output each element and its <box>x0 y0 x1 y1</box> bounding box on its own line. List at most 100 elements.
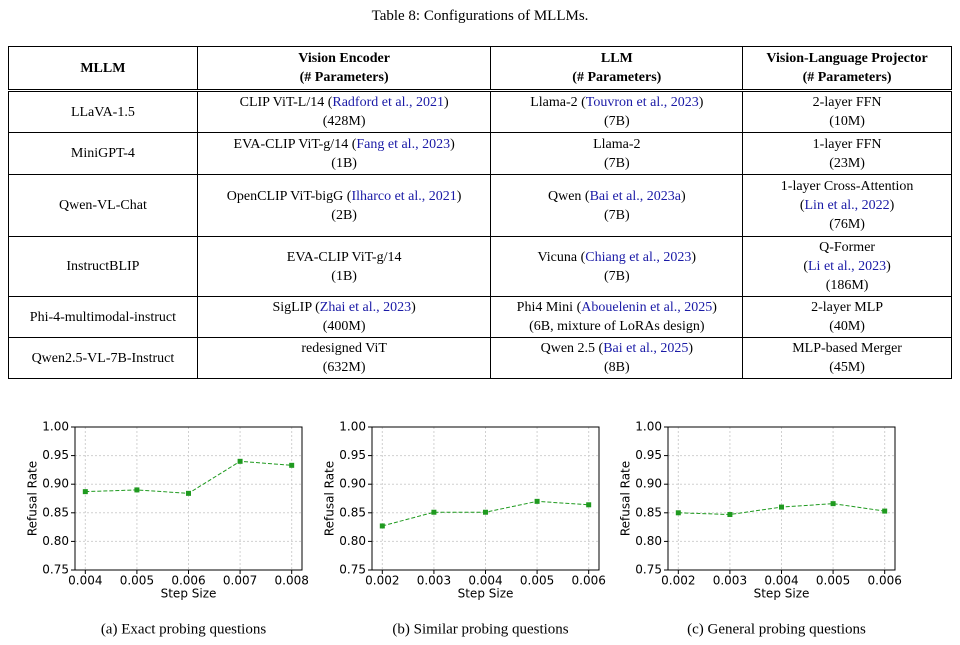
y-tick-label: 0.95 <box>635 448 662 462</box>
cell-text: Phi-4-multimodal-instruct <box>29 309 177 325</box>
table-cell: redesigned ViT (632M) <box>196 337 492 379</box>
x-tick-label: 0.003 <box>417 574 451 588</box>
cell-text: ) <box>886 259 891 274</box>
table-row: MiniGPT-4 EVA-CLIP ViT-g/14 (Fang et al.,… <box>8 132 952 175</box>
table-cell: MiniGPT-4 <box>8 132 198 175</box>
cell-text: EVA-CLIP ViT-g/14 ( <box>233 136 357 152</box>
cell-text: (7B) <box>603 207 630 223</box>
chart: 0.75 0.80 0.85 0.90 0.95 1.00 0.004 0.005 0.006 0… <box>26 420 309 638</box>
citation[interactable]: Radford et al., 2021 <box>332 95 444 110</box>
cell-line: Q-Former <box>747 238 947 257</box>
citation[interactable]: Bai et al., 2023a <box>589 188 681 204</box>
table-cell: Phi-4-multimodal-instruct <box>8 296 198 338</box>
y-tick-label: 0.95 <box>42 448 69 462</box>
cell-line: (8B) <box>495 358 738 377</box>
cell-text: SigLIP ( <box>272 300 320 315</box>
citation[interactable]: Ilharco et al., 2021 <box>351 188 457 204</box>
x-tick-label: 0.005 <box>520 574 554 588</box>
cell-text: Qwen-VL-Chat <box>58 198 147 213</box>
cell-text: (6B, mixture of LoRAs design) <box>529 319 705 334</box>
x-axis-label: Step Size <box>458 587 514 601</box>
cell-text: (10M) <box>829 114 865 129</box>
cell-text: MLP-based Merger <box>792 341 902 356</box>
cell-text: (428M) <box>322 114 366 129</box>
table-cell: Phi4 Mini (Abouelenin et al., 2025) (6B, … <box>490 296 744 338</box>
y-tick-label: 0.90 <box>339 477 366 491</box>
y-tick-label: 0.85 <box>339 505 366 519</box>
citation[interactable]: Fang et al., 2023 <box>356 136 451 152</box>
table-row: Qwen-VL-Chat OpenCLIP ViT-bigG (Ilharco e… <box>8 174 952 237</box>
header-line: Vision-Language Projector <box>766 51 928 66</box>
cell-line: (186M) <box>747 276 947 295</box>
cell-line: Qwen-VL-Chat <box>13 196 193 215</box>
cell-text: (7B) <box>603 268 630 284</box>
cell-text: MiniGPT-4 <box>70 146 135 161</box>
table-cell: SigLIP (Zhai et al., 2023) (400M) <box>196 296 492 338</box>
data-point <box>237 458 243 464</box>
cell-line: MLP-based Merger <box>747 339 947 358</box>
header-line: (# Parameters) <box>802 70 892 85</box>
cell-line: (Lin et al., 2022) <box>747 196 947 215</box>
citation[interactable]: Bai et al., 2025 <box>603 341 689 356</box>
cell-line: (7B) <box>495 267 738 286</box>
cell-text: CLIP ViT-L/14 ( <box>239 95 333 110</box>
citation[interactable]: Chiang et al., 2023 <box>585 249 692 265</box>
citation[interactable]: Abouelenin et al., 2025 <box>581 300 713 315</box>
citation[interactable]: Touvron et al., 2023 <box>585 95 699 110</box>
data-point <box>82 489 88 495</box>
x-tick-label: 0.004 <box>468 574 502 588</box>
x-tick-label: 0.004 <box>68 574 102 588</box>
cell-line: Llama-2 (Touvron et al., 2023) <box>495 93 738 112</box>
citation[interactable]: Lin et al., 2022 <box>804 198 890 213</box>
cell-text: (7B) <box>603 155 630 171</box>
cell-line: SigLIP (Zhai et al., 2023) <box>202 298 487 317</box>
cell-text: 2-layer FFN <box>812 95 882 110</box>
data-point <box>830 501 836 507</box>
cell-text: (186M) <box>825 278 869 293</box>
table-row: Phi-4-multimodal-instruct SigLIP (Zhai et… <box>8 296 952 338</box>
x-tick-label: 0.002 <box>661 574 695 588</box>
table-row: Qwen2.5-VL-7B-Instruct redesigned ViT (632… <box>8 337 952 379</box>
table-cell: Q-Former (Li et al., 2023) (186M) <box>742 236 952 297</box>
cell-text: 1-layer Cross-Attention <box>780 179 914 194</box>
cell-line: EVA-CLIP ViT-g/14 <box>202 248 487 267</box>
cell-text: ) <box>698 95 704 110</box>
cell-line: EVA-CLIP ViT-g/14 (Fang et al., 2023) <box>202 135 487 154</box>
y-tick-label: 0.80 <box>42 534 69 548</box>
citation[interactable]: Zhai et al., 2023 <box>319 300 412 315</box>
table-title: Table 8: Configurations of MLLMs. <box>371 8 589 24</box>
header-line: LLM <box>600 51 633 66</box>
caption: (b) Similar probing questions <box>392 621 568 637</box>
cell-text: (7B) <box>603 114 630 129</box>
cell-line: CLIP ViT-L/14 (Radford et al., 2021) <box>202 93 487 112</box>
cell-text: Phi4 Mini ( <box>516 300 582 315</box>
cell-line: Phi-4-multimodal-instruct <box>13 308 193 327</box>
y-axis-label: Refusal Rate <box>26 461 40 536</box>
data-point <box>675 510 681 516</box>
cell-text: redesigned ViT <box>301 341 387 356</box>
x-tick-label: 0.008 <box>275 574 309 588</box>
cell-line: (632M) <box>202 358 487 377</box>
cell-text: Q-Former <box>819 240 876 255</box>
cell-text: ) <box>443 95 449 110</box>
cell-line: 2-layer FFN <box>747 93 947 112</box>
header-line: (# Parameters) <box>572 70 662 85</box>
cell-text: ( <box>799 198 805 213</box>
chart: 0.75 0.80 0.85 0.90 0.95 1.00 0.002 0.003 0.004 0… <box>619 420 902 638</box>
cell-text: Qwen 2.5 ( <box>540 341 604 356</box>
cell-line: Qwen (Bai et al., 2023a) <box>495 187 738 206</box>
cell-line: Qwen 2.5 (Bai et al., 2025) <box>495 339 738 358</box>
cell-line: InstructBLIP <box>13 257 193 276</box>
citation[interactable]: Li et al., 2023 <box>808 259 887 274</box>
cell-line: (7B) <box>495 112 738 131</box>
cell-line: (400M) <box>202 317 487 336</box>
cell-line: (45M) <box>747 358 947 377</box>
cell-line: redesigned ViT <box>202 339 487 358</box>
y-tick-label: 0.80 <box>635 534 662 548</box>
cell-text: ) <box>456 188 462 204</box>
cell-text: (40M) <box>829 319 865 334</box>
data-point <box>534 498 540 504</box>
table-cell: OpenCLIP ViT-bigG (Ilharco et al., 2021)… <box>196 174 492 237</box>
cell-text: Llama-2 ( <box>530 95 586 110</box>
